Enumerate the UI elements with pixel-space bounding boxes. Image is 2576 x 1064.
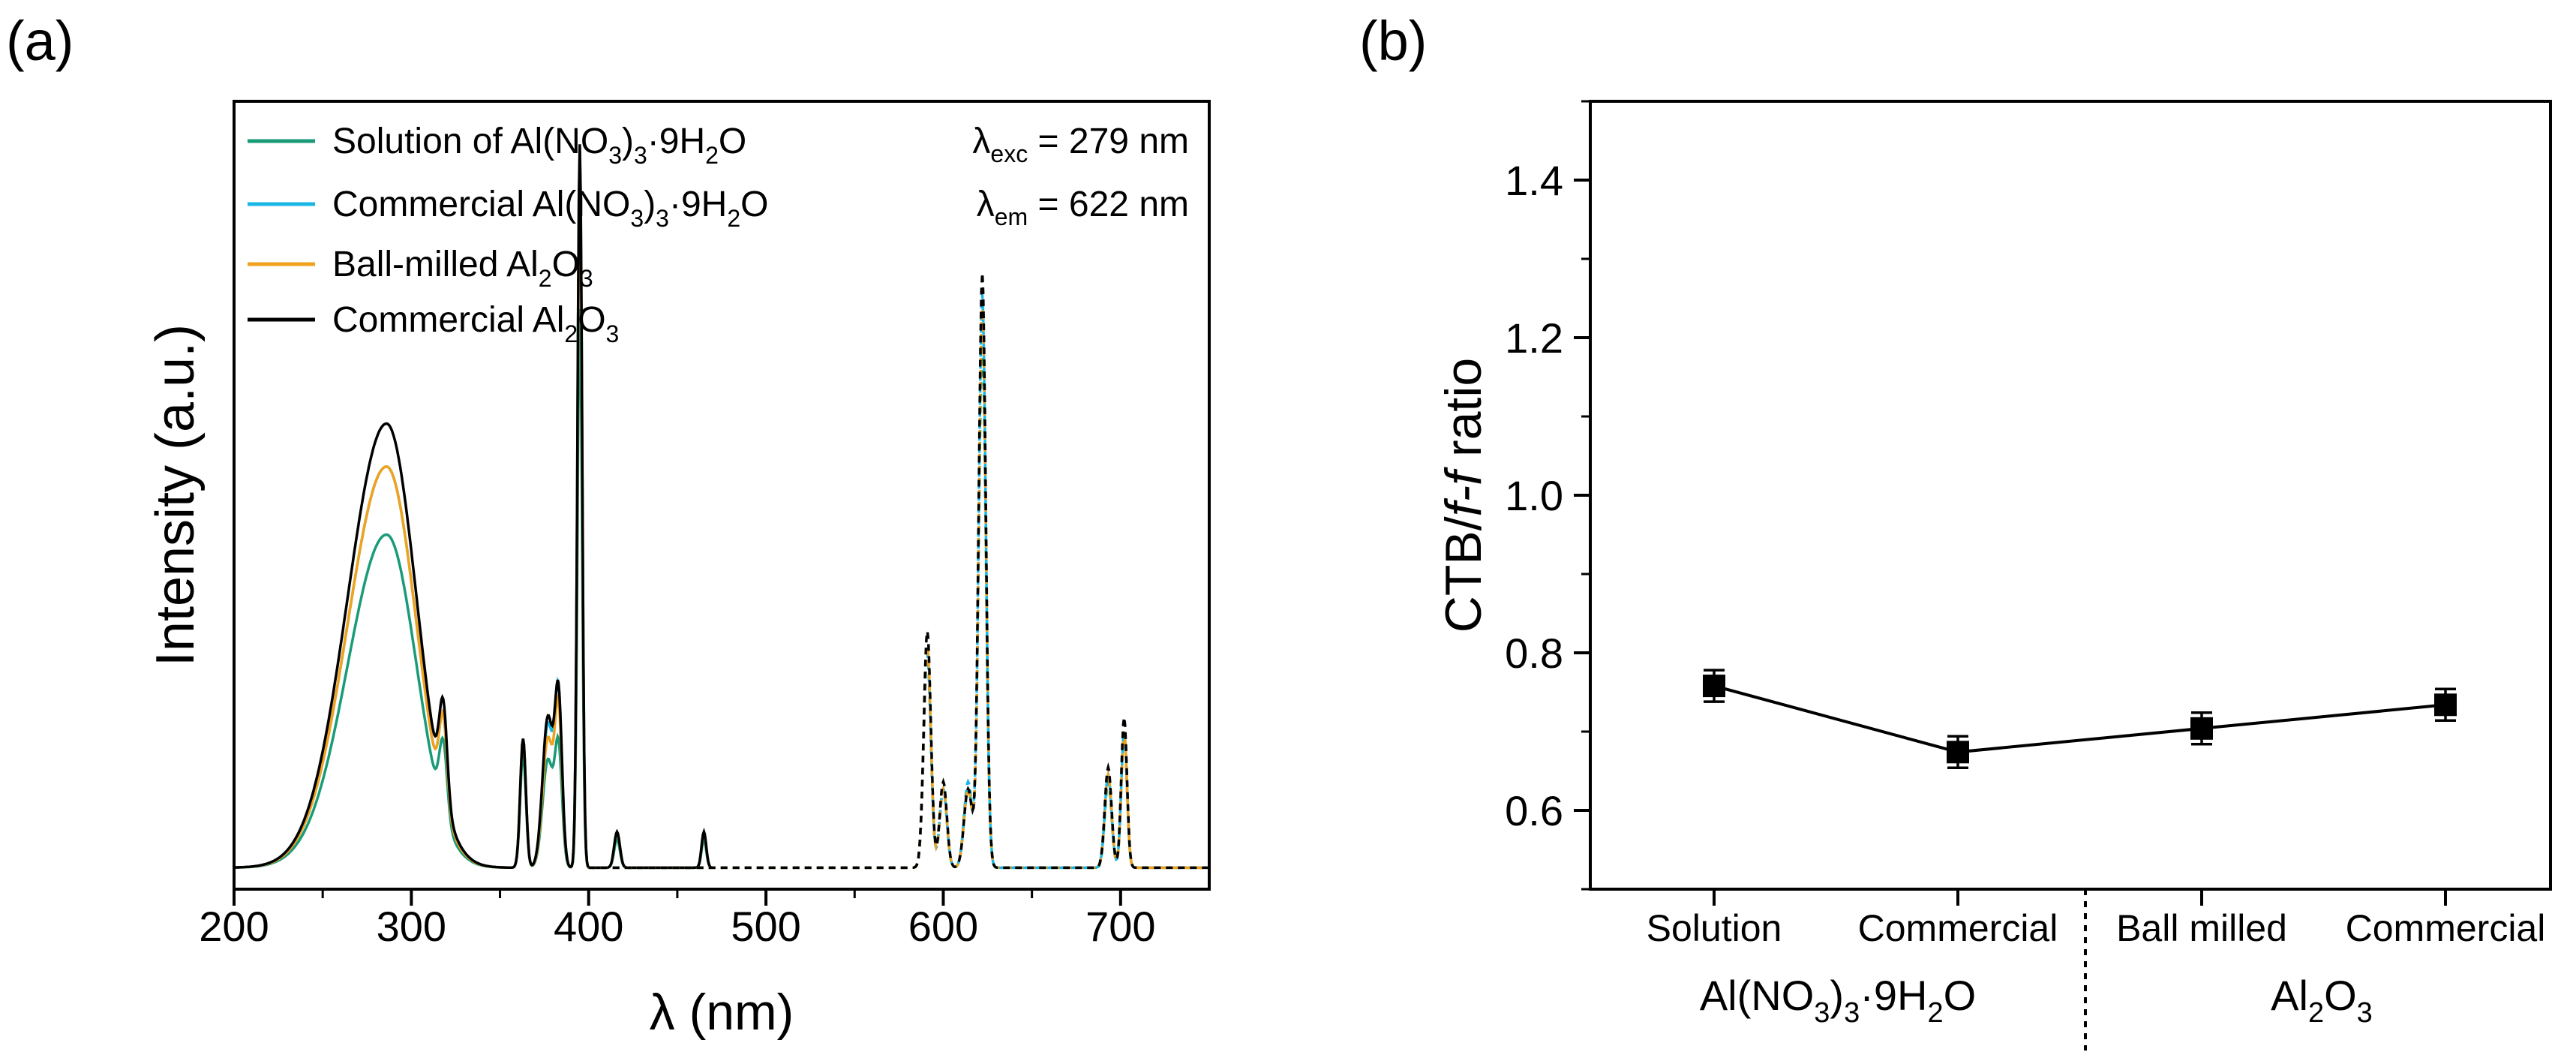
panel-b-y-axis-label: CTB/f-f ratio	[1435, 358, 1492, 633]
panel-a-x-axis-label: λ (nm)	[650, 984, 794, 1041]
data-point-1	[1947, 741, 1969, 764]
ratio-line	[1713, 684, 2446, 754]
legend-label-commercial-nitrate: Commercial Al(NO3)3·9H2O	[332, 185, 768, 232]
x-tick-label-200: 200	[199, 903, 269, 950]
panel-a: (a) 200 300 400 500 600 700 λ (nm) Intensity …	[6, 10, 1211, 1041]
excitation-curve-solution	[233, 308, 713, 870]
panel-b-data	[1703, 669, 2457, 770]
legend-label-ball-milled: Ball-milled Al2O3	[332, 245, 593, 292]
data-point-0	[1703, 675, 1725, 698]
emission-wavelength-annotation: λem = 622 nm	[977, 185, 1189, 230]
y-tick-label-1.4: 1.4	[1505, 157, 1563, 204]
x-tick-label-400: 400	[554, 903, 623, 950]
excitation-curve-commercial_oxide	[234, 144, 713, 870]
y-tick-label-1: 1.0	[1505, 472, 1563, 519]
x-tick-label-300: 300	[377, 903, 446, 950]
panel-a-frame	[233, 100, 1211, 891]
panel-a-y-axis-label: Intensity (a.u.)	[146, 324, 206, 666]
legend-label-commercial-oxide: Commercial Al2O3	[332, 300, 619, 347]
emission-curve-ball_milled	[588, 308, 1209, 870]
y-tick-label-0.8: 0.8	[1505, 630, 1563, 677]
panel-a-curves	[233, 144, 1209, 870]
y-tick-label-0.6: 0.6	[1505, 787, 1563, 834]
panel-a-x-ticks: 200 300 400 500 600 700	[199, 889, 1156, 950]
x-tick-label-600: 600	[908, 903, 978, 950]
data-point-2	[2190, 717, 2213, 740]
panel-a-legend: Solution of Al(NO3)3·9H2O Commercial Al(…	[248, 122, 768, 347]
group-label-oxide: Al2O3	[2271, 972, 2373, 1029]
category-label-1: Commercial	[1858, 907, 2058, 949]
panel-b: (b) 0.6 0.8 1.0 1.2 1.4 Solution Commercial Ba…	[1359, 10, 2552, 1050]
data-point-3	[2434, 693, 2457, 717]
panel-a-label: (a)	[6, 10, 74, 72]
legend-label-solution: Solution of Al(NO3)3·9H2O	[332, 122, 746, 169]
emission-curve-commercial_oxide	[588, 272, 1209, 870]
category-label-2: Ball milled	[2116, 907, 2287, 949]
panel-b-frame	[1589, 100, 2552, 891]
panel-b-y-ticks: 0.6 0.8 1.0 1.2 1.4	[1505, 100, 1590, 891]
y-tick-label-1.2: 1.2	[1505, 314, 1563, 362]
emission-curve-solution	[588, 337, 1209, 870]
x-tick-label-500: 500	[731, 903, 800, 950]
group-label-nitrate: Al(NO3)3·9H2O	[1700, 972, 1976, 1029]
excitation-wavelength-annotation: λexc = 279 nm	[972, 122, 1189, 167]
emission-curve-commercial_nitrate	[588, 294, 1209, 870]
category-label-3: Commercial	[2346, 907, 2546, 949]
panel-b-x-ticks: Solution Commercial Ball milled Commercial	[1647, 889, 2546, 949]
x-tick-label-700: 700	[1085, 903, 1155, 950]
panel-b-label: (b)	[1359, 10, 1427, 72]
category-label-0: Solution	[1647, 907, 1782, 949]
